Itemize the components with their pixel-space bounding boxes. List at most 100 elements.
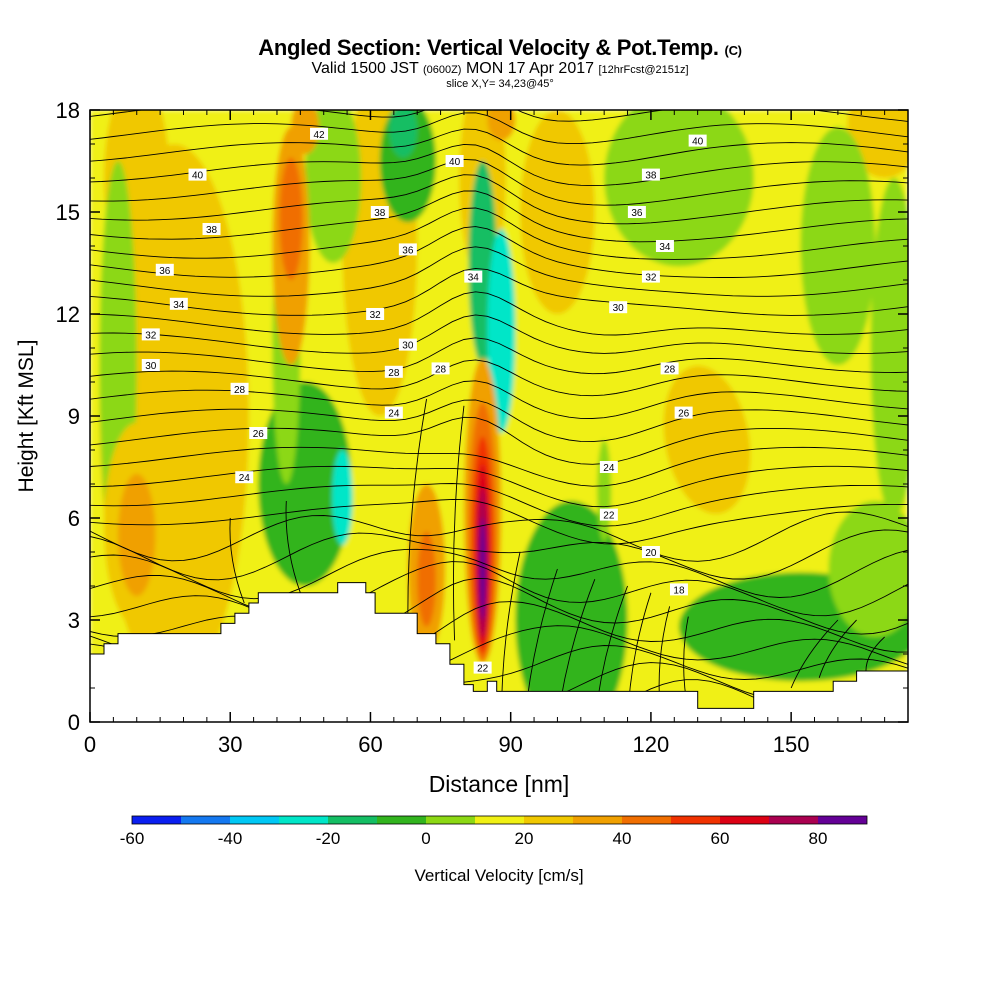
colorbar-swatch <box>720 816 769 824</box>
contour-label-bg <box>641 546 660 558</box>
theta-contour-line <box>90 314 908 354</box>
colorbar-swatch <box>818 816 867 824</box>
colorbar-frame <box>131 815 868 825</box>
contour-label: 28 <box>660 362 679 375</box>
contour-label-text: 22 <box>477 664 489 675</box>
y-tick-label: 9 <box>68 404 80 429</box>
contour-label-bg <box>141 359 160 371</box>
theta-contour-line <box>90 158 908 206</box>
x-axis-label: Distance [nm] <box>429 771 570 797</box>
contour-label: 32 <box>366 308 385 321</box>
colorbar-swatch <box>132 816 181 824</box>
contour-label-bg <box>188 168 207 181</box>
velocity-region <box>305 110 362 263</box>
theta-contour-line <box>90 226 908 278</box>
colorbar-tick-label: 40 <box>613 829 632 848</box>
theta-contour-line <box>90 498 908 545</box>
colorbar-swatch <box>181 816 230 824</box>
theta-contour-line <box>90 128 908 166</box>
contour-label-bg <box>202 223 221 235</box>
contour-label-bg <box>609 301 628 314</box>
contour-label: 28 <box>384 365 403 379</box>
contour-label-bg <box>599 508 618 521</box>
contour-label-text: 36 <box>402 245 414 256</box>
theta-contour-line <box>90 577 908 637</box>
contour-label-text: 24 <box>239 473 251 484</box>
x-tick-label: 0 <box>84 732 96 757</box>
contour-label-text: 40 <box>692 137 704 148</box>
chart-title-text: Angled Section: Vertical Velocity & Pot.… <box>258 35 719 60</box>
contour-label-text: 28 <box>435 364 447 375</box>
velocity-region <box>870 178 908 518</box>
velocity-region <box>487 110 516 141</box>
theta-contour-line <box>407 398 427 614</box>
contour-label-bg <box>627 206 646 218</box>
theta-contour-line <box>90 291 908 336</box>
theta-contour-line <box>452 405 465 641</box>
contour-label-text: 36 <box>159 266 171 277</box>
contour-label-text: 38 <box>374 208 386 219</box>
contour-label-text: 26 <box>678 409 690 420</box>
contour-label-text: 28 <box>664 364 676 375</box>
contour-label-bg <box>155 263 174 276</box>
valid-date: MON 17 Apr 2017 <box>465 60 595 77</box>
slice-info: slice X,Y= 34,23@45° <box>446 78 554 90</box>
contour-label-bg <box>384 365 403 378</box>
contour-label-bg <box>599 461 618 473</box>
colorbar-tick-label: 0 <box>421 829 430 848</box>
contour-label: 24 <box>599 461 618 474</box>
theta-contour-line <box>865 636 885 672</box>
theta-contour-line <box>229 517 245 604</box>
colorbar: -60 -40 -20 0 20 40 60 80 <box>120 815 868 848</box>
contour-label: 22 <box>599 508 618 522</box>
contour-label: 28 <box>230 382 249 396</box>
colorbar-tick-label: -60 <box>120 829 145 848</box>
contour-label: 24 <box>384 406 403 420</box>
contour-label: 34 <box>464 270 483 284</box>
velocity-region <box>487 229 516 433</box>
theta-contour-line <box>90 511 908 562</box>
colorbar-swatch <box>230 816 279 824</box>
y-tick-label: 18 <box>56 98 80 123</box>
potential-temperature-contours <box>90 110 908 722</box>
contour-label-bg <box>660 362 679 375</box>
contour-label-bg <box>445 155 464 167</box>
chart-subtitle: Valid 1500 JST (0600Z) MON 17 Apr 2017 [… <box>0 61 1000 78</box>
colorbar-swatch <box>377 816 426 824</box>
contour-label: 20 <box>641 546 660 559</box>
velocity-region <box>828 501 908 637</box>
contour-label-text: 24 <box>603 463 615 474</box>
colorbar-swatch <box>622 816 671 824</box>
theta-contour-line <box>90 529 908 581</box>
colorbar-tick-label: -40 <box>218 829 243 848</box>
contour-label: 30 <box>609 301 628 314</box>
contour-label: 26 <box>249 427 268 440</box>
contour-label-text: 38 <box>206 225 218 236</box>
contour-label-text: 40 <box>192 171 204 182</box>
velocity-region <box>604 110 754 267</box>
velocity-region <box>479 518 486 620</box>
colorbar-tick-label: 60 <box>711 829 730 848</box>
theta-contour-line <box>90 416 908 465</box>
velocity-region <box>417 531 436 627</box>
velocity-region <box>663 365 751 514</box>
contour-label: 18 <box>669 583 688 596</box>
y-tick-label: 12 <box>56 302 80 327</box>
contour-label-bg <box>384 406 403 419</box>
contour-label-bg <box>431 362 450 375</box>
theta-contour-line <box>90 601 908 655</box>
contour-label-bg <box>169 297 188 310</box>
contour-label-text: 32 <box>370 310 382 321</box>
colorbar-swatch <box>426 816 475 824</box>
colorbar-swatch <box>279 816 328 824</box>
theta-contour-line <box>90 380 908 419</box>
colorbar-swatch <box>671 816 720 824</box>
contour-label: 36 <box>627 206 646 219</box>
contour-label: 30 <box>398 338 417 352</box>
theta-contour-line <box>285 500 301 593</box>
contour-label-bg <box>641 168 660 181</box>
contour-label-text: 42 <box>313 130 325 141</box>
velocity-region <box>515 501 628 722</box>
